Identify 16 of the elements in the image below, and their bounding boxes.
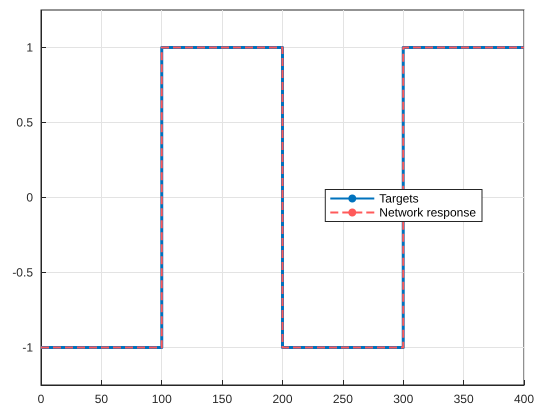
x-tick-label: 400 (514, 392, 534, 406)
x-tick-label: 100 (152, 392, 172, 406)
x-tick-label: 250 (332, 392, 354, 406)
y-tick-label: -1 (22, 340, 34, 354)
x-tick-label: 0 (38, 392, 45, 406)
x-tick-label: 150 (212, 392, 232, 406)
legend-label: Network response (379, 206, 476, 220)
y-tick-label: -0.5 (12, 266, 34, 280)
x-tick-label: 300 (393, 392, 414, 406)
y-tick-label: 1 (26, 40, 34, 54)
y-tick-label: 0 (26, 190, 34, 204)
x-tick-label: 50 (94, 392, 108, 406)
legend-label: Targets (379, 192, 419, 206)
x-tick-label: 200 (272, 392, 293, 406)
x-tick-label: 350 (454, 392, 474, 406)
y-tick-label: 0.5 (16, 116, 34, 130)
